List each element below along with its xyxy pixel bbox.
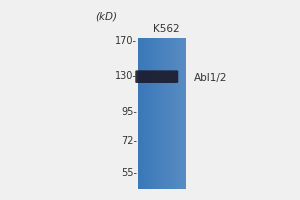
Bar	[177, 38, 178, 189]
Text: 72-: 72-	[121, 136, 137, 146]
Bar	[160, 38, 161, 189]
Bar	[153, 38, 154, 189]
Bar	[146, 38, 147, 189]
Bar	[184, 38, 186, 189]
Bar	[175, 38, 176, 189]
Bar	[154, 38, 155, 189]
Bar	[169, 38, 171, 189]
Bar	[182, 38, 183, 189]
Bar	[139, 38, 140, 189]
Bar	[159, 38, 160, 189]
Bar	[155, 38, 157, 189]
Text: 170-: 170-	[115, 36, 137, 46]
Text: Abl1/2: Abl1/2	[194, 73, 228, 83]
Text: 95-: 95-	[121, 107, 137, 117]
Bar	[145, 38, 146, 189]
Bar	[183, 38, 184, 189]
Bar	[144, 38, 145, 189]
Bar	[163, 38, 164, 189]
Text: (kD): (kD)	[95, 11, 117, 21]
Bar	[171, 38, 172, 189]
Bar	[138, 38, 139, 189]
Text: K562: K562	[153, 24, 179, 34]
Bar	[174, 38, 175, 189]
Bar	[168, 38, 169, 189]
Bar	[145, 38, 146, 189]
FancyBboxPatch shape	[135, 70, 178, 83]
Bar	[149, 38, 150, 189]
Bar	[141, 38, 142, 189]
Bar	[172, 38, 173, 189]
Bar	[176, 38, 177, 189]
Bar	[158, 38, 159, 189]
Bar	[181, 38, 182, 189]
Bar	[148, 38, 149, 189]
Bar	[142, 38, 143, 189]
Bar	[166, 38, 167, 189]
Bar	[180, 38, 181, 189]
Bar	[143, 38, 144, 189]
Bar	[152, 38, 153, 189]
Bar	[167, 38, 168, 189]
Bar	[170, 38, 172, 189]
Bar	[165, 38, 166, 189]
Bar	[140, 38, 141, 189]
Bar	[178, 38, 179, 189]
Bar	[173, 38, 174, 189]
Bar	[179, 38, 180, 189]
Bar	[150, 38, 151, 189]
Bar	[164, 38, 165, 189]
Bar	[163, 38, 164, 189]
Bar	[151, 38, 152, 189]
Bar	[157, 38, 158, 189]
Bar	[159, 38, 160, 189]
Bar	[174, 38, 175, 189]
Bar	[169, 38, 170, 189]
Bar	[148, 38, 149, 189]
Bar	[167, 38, 168, 189]
Text: 130-: 130-	[115, 71, 137, 81]
Bar	[141, 38, 142, 189]
Bar	[161, 38, 162, 189]
Bar	[155, 38, 156, 189]
Bar	[156, 38, 158, 189]
Bar	[152, 38, 153, 189]
Text: 55-: 55-	[121, 168, 137, 178]
Bar	[184, 38, 185, 189]
Bar	[147, 38, 148, 189]
Bar	[162, 38, 163, 189]
